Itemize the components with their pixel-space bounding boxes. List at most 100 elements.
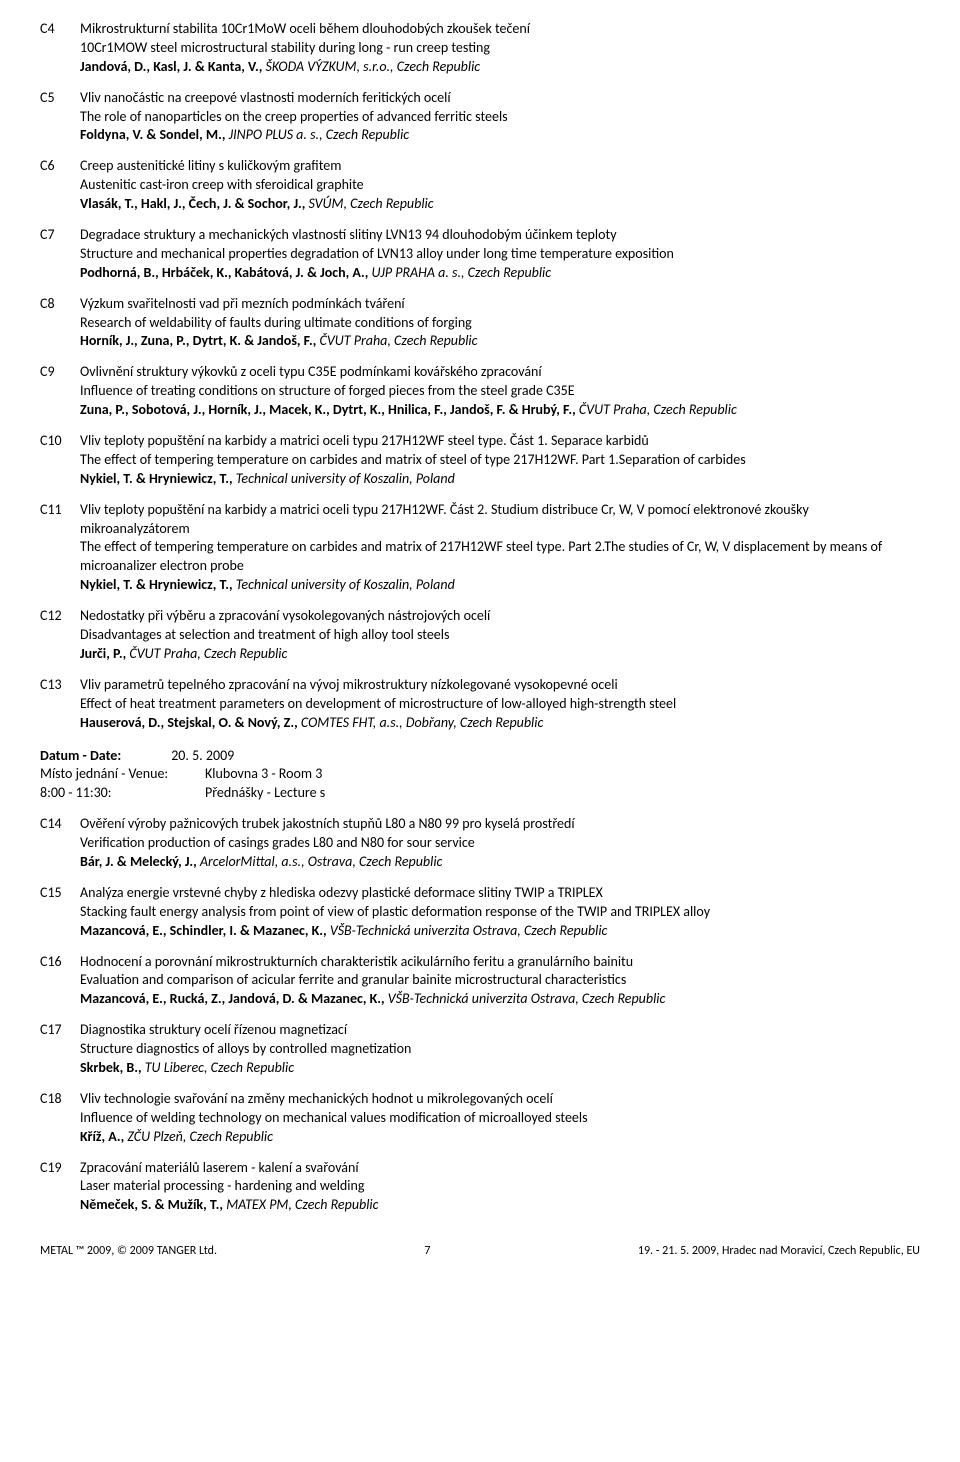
affiliation: VŠB-Technická univerzita Ostrava, Czech … [330, 922, 608, 939]
affiliation: VŠB-Technická univerzita Ostrava, Czech … [388, 990, 666, 1007]
paper-entry: C4Mikrostrukturní stabilita 10Cr1MoW oce… [40, 20, 920, 77]
authors: Skrbek, B., [80, 1059, 145, 1076]
authors-line: Němeček, S. & Mužík, T., MATEX PM, Czech… [80, 1196, 920, 1215]
title-en: Verification production of casings grade… [80, 834, 920, 853]
affiliation: COMTES FHT, a.s., Dobřany, Czech Republi… [301, 714, 543, 731]
title-cz: Nedostatky při výběru a zpracování vysok… [80, 607, 920, 626]
title-en: Stacking fault energy analysis from poin… [80, 903, 920, 922]
title-en: Effect of heat treatment parameters on d… [80, 695, 920, 714]
entry-code: C4 [40, 20, 80, 77]
title-cz: Zpracování materiálů laserem - kalení a … [80, 1159, 920, 1178]
paper-entry: C6Creep austenitické litiny s kuličkovým… [40, 157, 920, 214]
paper-entry: C10Vliv teploty popuštění na karbidy a m… [40, 432, 920, 489]
entry-code: C7 [40, 226, 80, 283]
affiliation: JINPO PLUS a. s., Czech Republic [229, 126, 410, 143]
authors-line: Mazancová, E., Rucká, Z., Jandová, D. & … [80, 990, 920, 1009]
authors: Foldyna, V. & Sondel, M., [80, 126, 229, 143]
title-en: Influence of treating conditions on stru… [80, 382, 920, 401]
entry-code: C8 [40, 295, 80, 352]
title-en: Disadvantages at selection and treatment… [80, 626, 920, 645]
authors: Nykiel, T. & Hryniewicz, T., [80, 576, 236, 593]
paper-entry: C14Ověření výroby pažnicových trubek jak… [40, 815, 920, 872]
entry-code: C16 [40, 953, 80, 1010]
authors: Nykiel, T. & Hryniewicz, T., [80, 470, 236, 487]
affiliation: ZČU Plzeň, Czech Republic [127, 1128, 273, 1145]
footer-left: METAL ™ 2009, © 2009 TANGER Ltd. [40, 1243, 217, 1259]
authors-line: Podhorná, B., Hrbáček, K., Kabátová, J. … [80, 264, 920, 283]
title-en: Structure and mechanical properties degr… [80, 245, 920, 264]
authors-line: Nykiel, T. & Hryniewicz, T., Technical u… [80, 576, 920, 595]
authors: Jandová, D., Kasl, J. & Kanta, V., [80, 58, 265, 75]
authors: Jurči, P., [80, 645, 129, 662]
paper-entry: C15Analýza energie vrstevné chyby z hled… [40, 884, 920, 941]
authors: Hauserová, D., Stejskal, O. & Nový, Z., [80, 714, 301, 731]
title-en: Influence of welding technology on mecha… [80, 1109, 920, 1128]
authors: Kříž, A., [80, 1128, 127, 1145]
paper-entry: C9Ovlivnění struktury výkovků z oceli ty… [40, 363, 920, 420]
footer-right: 19. - 21. 5. 2009, Hradec nad Moravicí, … [638, 1243, 920, 1259]
authors-line: Nykiel, T. & Hryniewicz, T., Technical u… [80, 470, 920, 489]
entry-code: C6 [40, 157, 80, 214]
affiliation: ŠKODA VÝZKUM, s.r.o., Czech Republic [265, 58, 480, 75]
lectures-label: Přednášky - Lecture s [205, 784, 325, 803]
title-cz: Degradace struktury a mechanických vlast… [80, 226, 920, 245]
title-cz: Vliv teploty popuštění na karbidy a matr… [80, 501, 920, 539]
affiliation: SVÚM, Czech Republic [309, 195, 434, 212]
title-cz: Vliv teploty popuštění na karbidy a matr… [80, 432, 920, 451]
paper-entry: C8Výzkum svařitelnosti vad při mezních p… [40, 295, 920, 352]
paper-entry: C18Vliv technologie svařování na změny m… [40, 1090, 920, 1147]
date-label: Datum - Date: [40, 747, 121, 766]
authors: Mazancová, E., Schindler, I. & Mazanec, … [80, 922, 330, 939]
title-en: The effect of tempering temperature on c… [80, 538, 920, 576]
entry-code: C10 [40, 432, 80, 489]
affiliation: MATEX PM, Czech Republic [226, 1196, 378, 1213]
entry-code: C9 [40, 363, 80, 420]
title-en: The role of nanoparticles on the creep p… [80, 108, 920, 127]
entry-code: C18 [40, 1090, 80, 1147]
title-en: Research of weldability of faults during… [80, 314, 920, 333]
title-en: 10Cr1MOW steel microstructural stability… [80, 39, 920, 58]
affiliation: ČVUT Praha, Czech Republic [320, 332, 478, 349]
title-cz: Vliv parametrů tepelného zpracování na v… [80, 676, 920, 695]
paper-entry: C13Vliv parametrů tepelného zpracování n… [40, 676, 920, 733]
affiliation: Technical university of Koszalin, Poland [236, 470, 455, 487]
authors-line: Jurči, P., ČVUT Praha, Czech Republic [80, 645, 920, 664]
authors-line: Foldyna, V. & Sondel, M., JINPO PLUS a. … [80, 126, 920, 145]
venue-value: Klubovna 3 - Room 3 [205, 765, 322, 784]
paper-entry: C11Vliv teploty popuštění na karbidy a m… [40, 501, 920, 595]
affiliation: Technical university of Koszalin, Poland [236, 576, 455, 593]
paper-entry: C19Zpracování materiálů laserem - kalení… [40, 1159, 920, 1216]
venue-label: Místo jednání - Venue: [40, 765, 205, 784]
authors-line: Bár, J. & Melecký, J., ArcelorMittal, a.… [80, 853, 920, 872]
authors: Podhorná, B., Hrbáček, K., Kabátová, J. … [80, 264, 372, 281]
paper-entry: C16Hodnocení a porovnání mikrostrukturní… [40, 953, 920, 1010]
title-cz: Vliv technologie svařování na změny mech… [80, 1090, 920, 1109]
title-cz: Analýza energie vrstevné chyby z hledisk… [80, 884, 920, 903]
title-en: Austenitic cast-iron creep with sferoidi… [80, 176, 920, 195]
entry-code: C15 [40, 884, 80, 941]
affiliation: UJP PRAHA a. s., Czech Republic [372, 264, 552, 281]
authors-line: Zuna, P., Sobotová, J., Horník, J., Mace… [80, 401, 920, 420]
entry-code: C5 [40, 89, 80, 146]
authors-line: Mazancová, E., Schindler, I. & Mazanec, … [80, 922, 920, 941]
affiliation: ČVUT Praha, Czech Republic [579, 401, 737, 418]
page-footer: METAL ™ 2009, © 2009 TANGER Ltd. 7 19. -… [40, 1243, 920, 1259]
authors-line: Vlasák, T., Hakl, J., Čech, J. & Sochor,… [80, 195, 920, 214]
affiliation: ArcelorMittal, a.s., Ostrava, Czech Repu… [200, 853, 442, 870]
title-en: The effect of tempering temperature on c… [80, 451, 920, 470]
authors-line: Kříž, A., ZČU Plzeň, Czech Republic [80, 1128, 920, 1147]
paper-entry: C17Diagnostika struktury ocelí řízenou m… [40, 1021, 920, 1078]
title-cz: Diagnostika struktury ocelí řízenou magn… [80, 1021, 920, 1040]
title-cz: Vliv nanočástic na creepové vlastnosti m… [80, 89, 920, 108]
date-value: 20. 5. 2009 [171, 747, 234, 766]
affiliation: TU Liberec, Czech Republic [145, 1059, 294, 1076]
authors: Zuna, P., Sobotová, J., Horník, J., Mace… [80, 401, 579, 418]
paper-entry: C7Degradace struktury a mechanických vla… [40, 226, 920, 283]
entry-code: C17 [40, 1021, 80, 1078]
title-cz: Ovlivnění struktury výkovků z oceli typu… [80, 363, 920, 382]
title-cz: Hodnocení a porovnání mikrostrukturních … [80, 953, 920, 972]
title-cz: Výzkum svařitelnosti vad při mezních pod… [80, 295, 920, 314]
entry-code: C13 [40, 676, 80, 733]
title-cz: Ověření výroby pažnicových trubek jakost… [80, 815, 920, 834]
affiliation: ČVUT Praha, Czech Republic [129, 645, 287, 662]
